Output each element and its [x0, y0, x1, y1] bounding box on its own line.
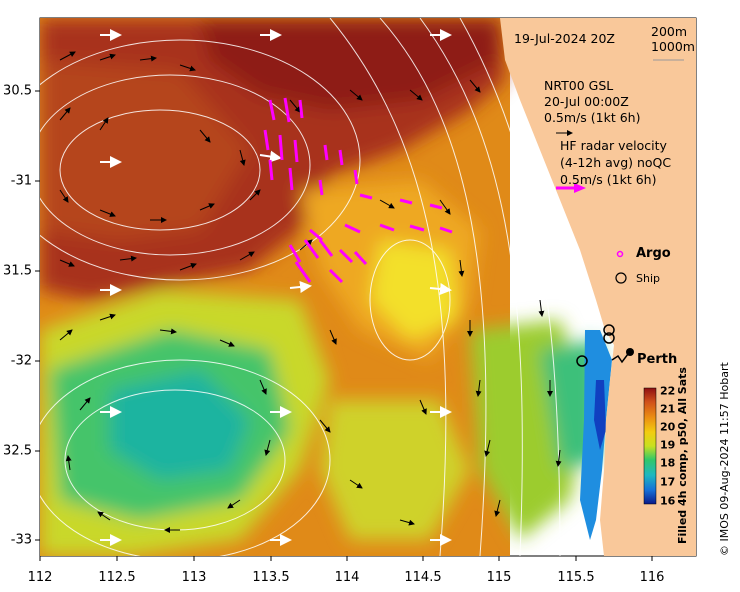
colorbar-tick: 19: [660, 438, 676, 452]
x-tick: 113: [181, 570, 207, 585]
colorbar-tick: 16: [660, 494, 676, 508]
axis-tick-marks: [35, 90, 653, 561]
x-tick: 115: [486, 570, 512, 585]
nrt-title: NRT00 GSL: [544, 78, 614, 93]
x-tick: 115.5: [557, 570, 595, 585]
nrt-scale: 0.5m/s (1kt 6h): [544, 110, 641, 125]
ship-markers: [576, 324, 615, 367]
x-tick: 112: [27, 570, 53, 585]
x-tick: 112.5: [98, 570, 136, 585]
date-label: 19-Jul-2024 20Z: [514, 31, 615, 46]
white-vectors: [100, 29, 452, 546]
y-tick: 31.5: [3, 263, 32, 279]
x-tick: 113.5: [252, 570, 290, 585]
colorbar-tick: 17: [660, 475, 676, 489]
ship-symbol: [615, 272, 627, 284]
city-label-perth: Perth: [637, 352, 678, 367]
colorbar-tick: 22: [660, 384, 676, 398]
credit-text: © IMOS 09-Aug-2024 11:57 Hobart: [718, 362, 731, 556]
sst-field: [40, 18, 696, 556]
x-tick: 116: [639, 570, 665, 585]
colorbar-tick: 18: [660, 456, 676, 470]
colorbar-title: Filled 4h comp, p50, All Sats: [676, 367, 689, 544]
argo-symbol: [616, 250, 624, 258]
y-tick: -33: [10, 532, 32, 548]
x-tick: 114: [334, 570, 360, 585]
model-vectors: [59, 51, 562, 533]
y-tick: -31: [10, 173, 32, 189]
hf-sub: (4-12h avg) noQC: [560, 155, 672, 170]
ship-label: Ship: [636, 272, 660, 285]
y-tick: -32: [10, 353, 32, 369]
hf-scale: 0.5m/s (1kt 6h): [560, 172, 657, 187]
hf-title: HF radar velocity: [560, 138, 667, 153]
argo-label: Argo: [636, 246, 671, 261]
colorbar-tick: 20: [660, 420, 676, 434]
colorbar: [643, 387, 657, 505]
hf-radar-vectors: [263, 97, 453, 284]
depth-1000-label: 1000m: [651, 39, 695, 54]
x-tick: 114.5: [404, 570, 442, 585]
colorbar-tick: 21: [660, 402, 676, 416]
y-tick: 32.5: [3, 443, 32, 459]
y-tick: 30.5: [3, 83, 32, 99]
nrt-time: 20-Jul 00:00Z: [544, 94, 629, 109]
depth-200-label: 200m: [651, 24, 688, 39]
